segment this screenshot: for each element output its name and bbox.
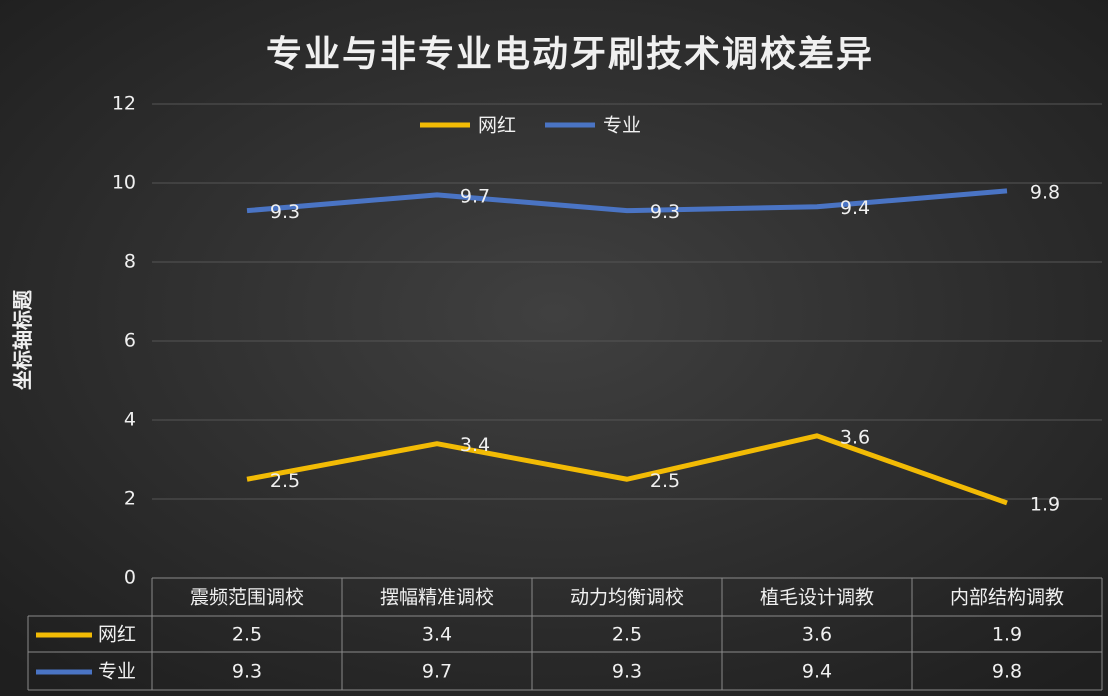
data-label: 9.4 <box>840 197 870 219</box>
data-label: 9.7 <box>460 185 490 207</box>
x-tick-label: 内部结构调教 <box>950 587 1064 609</box>
y-tick-label: 8 <box>124 251 136 273</box>
table-row-label: 网红 <box>98 624 136 646</box>
series-line <box>246 188 1008 214</box>
table-cell: 9.7 <box>422 661 452 683</box>
data-label: 3.6 <box>840 426 870 448</box>
table-row-label: 专业 <box>98 661 136 683</box>
data-label: 9.3 <box>650 201 680 223</box>
data-label: 2.5 <box>650 470 680 492</box>
table-cell: 1.9 <box>992 624 1022 646</box>
table-cell: 3.4 <box>422 624 452 646</box>
data-label: 9.8 <box>1030 181 1060 203</box>
y-tick-label: 2 <box>124 488 136 510</box>
series-line <box>246 433 1008 506</box>
data-label: 9.3 <box>270 201 300 223</box>
chart-title: 专业与非专业电动牙刷技术调校差异 <box>266 34 874 75</box>
table-cell: 9.8 <box>992 661 1022 683</box>
table-cell: 3.6 <box>802 624 832 646</box>
y-tick-label: 10 <box>112 172 136 194</box>
y-tick-label: 12 <box>112 93 136 115</box>
y-axis-title: 坐标轴标题 <box>11 289 35 390</box>
y-tick-label: 4 <box>124 409 136 431</box>
x-tick-label: 动力均衡调校 <box>570 587 684 609</box>
table-cell: 2.5 <box>612 624 642 646</box>
table-cell: 9.3 <box>612 661 642 683</box>
table-cell: 9.4 <box>802 661 832 683</box>
legend-label: 专业 <box>603 115 641 137</box>
x-tick-label: 植毛设计调教 <box>760 587 874 609</box>
data-label: 2.5 <box>270 470 300 492</box>
x-tick-label: 摆幅精准调校 <box>380 587 494 609</box>
legend-label: 网红 <box>478 115 516 137</box>
table-cell: 9.3 <box>232 661 262 683</box>
data-label: 3.4 <box>460 434 490 456</box>
x-tick-label: 震频范围调校 <box>190 587 304 609</box>
y-tick-label: 6 <box>124 330 136 352</box>
table-cell: 2.5 <box>232 624 262 646</box>
y-tick-label: 0 <box>124 567 136 589</box>
data-label: 1.9 <box>1030 493 1060 515</box>
